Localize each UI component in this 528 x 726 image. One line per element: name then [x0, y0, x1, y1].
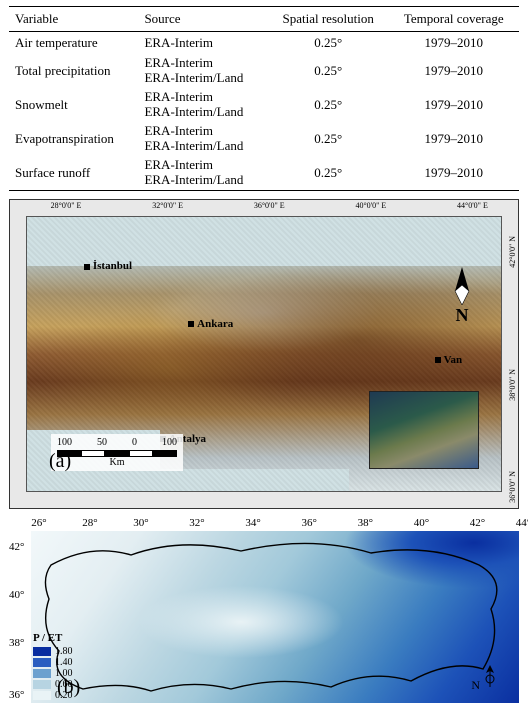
y-tick: 38° [9, 637, 24, 649]
col-spatial: Spatial resolution [268, 7, 389, 32]
cell-spatial: 0.25° [268, 88, 389, 122]
scale-l0: 100 [57, 437, 72, 448]
table-row: Air temperatureERA-Interim0.25°1979–2010 [9, 32, 519, 55]
data-table: Variable Source Spatial resolution Tempo… [9, 6, 519, 191]
y-tick: 42° [9, 541, 24, 553]
city-label-ankara: Ankara [188, 318, 233, 330]
cell-temporal: 1979–2010 [389, 54, 520, 88]
cell-source: ERA-InterimERA-Interim/Land [138, 156, 267, 190]
legend-row: 1.80 [33, 646, 73, 657]
city-label-i̇stanbul: İstanbul [84, 260, 132, 272]
figure-b-map: 26°28°30°32°34°36°38°40°42°44° 42°40°38°… [9, 517, 519, 717]
city-label-van: Van [435, 354, 463, 366]
scale-l2: 0 [132, 437, 137, 448]
cell-spatial: 0.25° [268, 32, 389, 55]
x-tick: 34° [245, 517, 260, 529]
x-tick: 30° [133, 517, 148, 529]
col-temporal: Temporal coverage [389, 7, 520, 32]
cell-temporal: 1979–2010 [389, 156, 520, 190]
scale-bar: 100 50 0 100 Km (a) [51, 434, 183, 471]
x-tick: 36° [302, 517, 317, 529]
x-tick: 32° [189, 517, 204, 529]
cell-temporal: 1979–2010 [389, 122, 520, 156]
table-header-row: Variable Source Spatial resolution Tempo… [9, 7, 519, 32]
cell-variable: Total precipitation [9, 54, 138, 88]
cell-temporal: 1979–2010 [389, 88, 520, 122]
x-tick: 44° [516, 517, 528, 529]
north-arrow-b: N [471, 665, 497, 693]
panel-letter-b: (b) [57, 676, 80, 699]
y-tick: 36° [9, 689, 24, 701]
x-tick: 42° [470, 517, 485, 529]
table-row: Surface runoffERA-InterimERA-Interim/Lan… [9, 156, 519, 190]
x-tick: 28° [82, 517, 97, 529]
cell-variable: Snowmelt [9, 88, 138, 122]
x-axis-labels: 26°28°30°32°34°36°38°40°42°44° [9, 517, 519, 531]
legend-row: 1.40 [33, 657, 73, 668]
table-row: EvapotranspirationERA-InterimERA-Interim… [9, 122, 519, 156]
col-variable: Variable [9, 7, 138, 32]
scale-l3: 100 [162, 437, 177, 448]
panel-letter-a: (a) [49, 450, 71, 473]
latitude-label: 38°0'0" N [508, 369, 517, 401]
north-label: N [456, 305, 469, 325]
x-tick: 40° [414, 517, 429, 529]
col-source: Source [138, 7, 267, 32]
cell-source: ERA-Interim [138, 32, 267, 55]
cell-temporal: 1979–2010 [389, 32, 520, 55]
cell-spatial: 0.25° [268, 54, 389, 88]
cell-variable: Air temperature [9, 32, 138, 55]
terrain-map: İstanbulAnkaraAntalyaVan N 100 50 0 100 … [26, 216, 502, 492]
longitude-label: 28°0'0" E [51, 201, 82, 210]
cell-source: ERA-InterimERA-Interim/Land [138, 122, 267, 156]
latitude-label: 36°0'0" N [508, 471, 517, 503]
north-label-b: N [471, 678, 480, 692]
x-tick: 26° [31, 517, 46, 529]
cell-source: ERA-InterimERA-Interim/Land [138, 54, 267, 88]
latitude-label: 42°0'0" N [508, 236, 517, 268]
longitude-label: 32°0'0" E [152, 201, 183, 210]
table-row: Total precipitationERA-InterimERA-Interi… [9, 54, 519, 88]
table-row: SnowmeltERA-InterimERA-Interim/Land0.25°… [9, 88, 519, 122]
scale-unit: Km [57, 457, 177, 468]
inset-globe-map [369, 391, 479, 469]
legend-title: P / ET [33, 632, 73, 644]
longitude-label: 36°0'0" E [254, 201, 285, 210]
cell-spatial: 0.25° [268, 122, 389, 156]
north-arrow: N [451, 267, 473, 326]
scale-l1: 50 [97, 437, 107, 448]
cell-source: ERA-InterimERA-Interim/Land [138, 88, 267, 122]
x-tick: 38° [358, 517, 373, 529]
y-axis-labels: 42° 40° 38° 36° [9, 531, 31, 703]
cell-variable: Surface runoff [9, 156, 138, 190]
cell-variable: Evapotranspiration [9, 122, 138, 156]
y-tick: 40° [9, 589, 24, 601]
cell-spatial: 0.25° [268, 156, 389, 190]
variables-table: Variable Source Spatial resolution Tempo… [9, 6, 519, 191]
figure-a-map: 28°0'0" E 32°0'0" E 36°0'0" E 40°0'0" E 44°0… [9, 199, 519, 509]
longitude-label: 44°0'0" E [457, 201, 488, 210]
pet-ratio-map: P / ET 1.801.401.000.600.20 N (b) [31, 531, 519, 703]
longitude-label: 40°0'0" E [355, 201, 386, 210]
